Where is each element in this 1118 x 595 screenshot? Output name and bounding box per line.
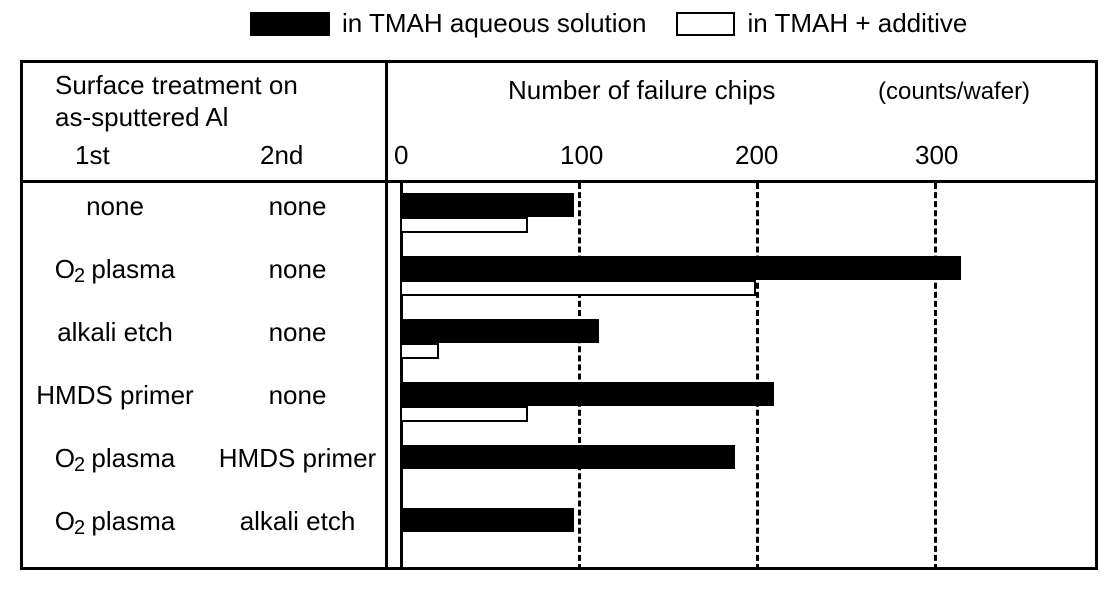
row-col2: none (210, 380, 385, 411)
legend-label-b: in TMAH + additive (747, 8, 967, 39)
row-col1: O2 plasma (20, 443, 210, 477)
bar-series-b (400, 343, 439, 359)
bar-series-a (400, 256, 961, 280)
bar-series-a (400, 508, 574, 532)
bar-series-b (400, 217, 528, 233)
bar-series-a (400, 319, 599, 343)
chart-unit: (counts/wafer) (878, 78, 1030, 106)
header-left-line2: as-sputtered Al (55, 102, 228, 133)
tick-300: 300 (915, 140, 958, 171)
legend-swatch-filled (250, 12, 330, 36)
chart-title: Number of failure chips (508, 75, 775, 106)
tick-200: 200 (735, 140, 778, 171)
tick-100: 100 (560, 140, 603, 171)
row-col1: none (20, 191, 210, 222)
gridline (934, 183, 937, 570)
figure-root: in TMAH aqueous solution in TMAH + addit… (0, 0, 1118, 595)
bar-series-a (400, 382, 774, 406)
legend-label-a: in TMAH aqueous solution (342, 8, 646, 39)
tick-0: 0 (394, 140, 408, 171)
row-col2: none (210, 317, 385, 348)
gridline (756, 183, 759, 570)
row-col1: O2 plasma (20, 506, 210, 540)
row-col2: none (210, 254, 385, 285)
legend-swatch-hollow (676, 12, 735, 36)
gridline (578, 183, 581, 570)
row-col2: none (210, 191, 385, 222)
row-col2: alkali etch (210, 506, 385, 537)
bar-series-a (400, 445, 735, 469)
header-right: Number of failure chips (counts/wafer) 0… (388, 60, 1096, 180)
header-left-line1: Surface treatment on (55, 70, 298, 101)
row-col1: O2 plasma (20, 254, 210, 288)
bar-series-a (400, 193, 574, 217)
legend: in TMAH aqueous solution in TMAH + addit… (250, 8, 997, 39)
chart-area (388, 183, 1096, 570)
header-col2: 2nd (260, 140, 303, 171)
row-col1: HMDS primer (20, 380, 210, 411)
header-left: Surface treatment on as-sputtered Al 1st… (20, 60, 385, 180)
bar-series-b (400, 280, 756, 296)
row-col2: HMDS primer (210, 443, 385, 474)
bar-series-b (400, 406, 528, 422)
rows-labels: nonenoneO2 plasmanonealkali etchnoneHMDS… (20, 183, 385, 570)
plot-area (400, 183, 1096, 570)
row-col1: alkali etch (20, 317, 210, 348)
header-col1: 1st (75, 140, 110, 171)
